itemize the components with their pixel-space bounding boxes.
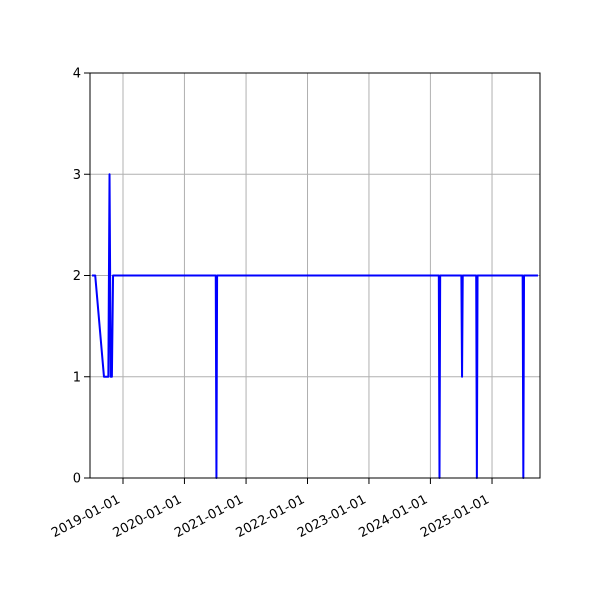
y-axis-tick-label: 2 xyxy=(73,269,81,284)
x-axis-tick-label: 2021-01-01 xyxy=(172,492,246,541)
line-layer xyxy=(92,173,538,479)
data-line xyxy=(92,173,538,479)
y-axis-tick-label: 0 xyxy=(73,472,81,487)
x-axis-tick-label: 2022-01-01 xyxy=(234,492,308,541)
tick-layer: 2019-01-012020-01-012021-01-012022-01-01… xyxy=(49,67,493,541)
x-axis-tick-label: 2020-01-01 xyxy=(111,492,185,541)
y-axis-tick-label: 1 xyxy=(73,370,81,385)
y-axis-tick-label: 3 xyxy=(73,168,81,183)
x-axis-tick-label: 2025-01-01 xyxy=(418,492,492,541)
x-axis-tick-label: 2024-01-01 xyxy=(357,492,431,541)
x-axis-tick-label: 2023-01-01 xyxy=(295,492,369,541)
x-axis-tick-label: 2019-01-01 xyxy=(49,492,123,541)
y-axis-tick-label: 4 xyxy=(73,67,81,82)
